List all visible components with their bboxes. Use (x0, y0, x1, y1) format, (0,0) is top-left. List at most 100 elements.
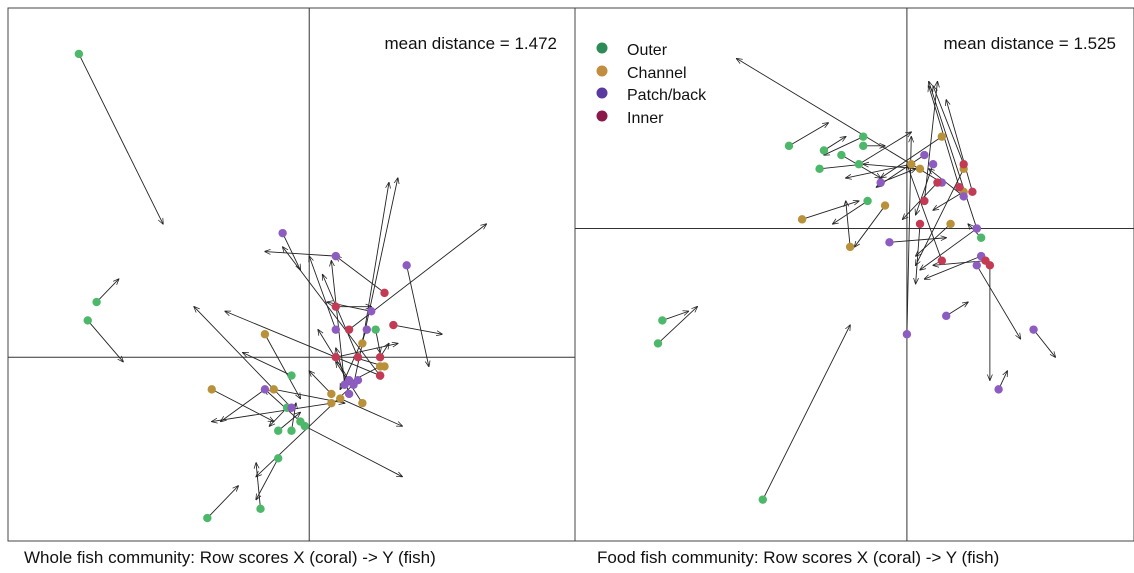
point-outer (653, 339, 663, 348)
point-channel (336, 394, 345, 403)
point-patchback (362, 325, 372, 334)
axes-lines (575, 8, 1134, 541)
point-inner (968, 187, 977, 196)
legend-swatch-patchback (596, 87, 608, 99)
point-channel (260, 330, 270, 339)
legend-label-outer: Outer (627, 42, 668, 59)
arrow-outer (256, 458, 279, 499)
point-channel (880, 201, 890, 210)
arrow-inner (916, 223, 921, 284)
point-channel (358, 339, 367, 348)
point-outer (203, 513, 212, 523)
point-outer (758, 495, 767, 504)
arrow-channel (933, 191, 964, 210)
arrow-channel (846, 163, 912, 178)
point-inner (375, 371, 385, 380)
point-outer (256, 504, 265, 514)
point-inner (353, 353, 363, 362)
legend-swatch-outer (596, 42, 608, 54)
arrow-layer (657, 59, 1056, 500)
point-inner (375, 353, 385, 362)
plot-frame (574, 7, 1134, 542)
point-patchback (920, 150, 929, 160)
arrow-patchback (976, 265, 1021, 339)
arrow-patchback (1033, 329, 1056, 358)
arrow-layer (78, 53, 487, 519)
point-outer (274, 426, 283, 435)
arrow-channel (846, 201, 851, 247)
point-channel (327, 398, 336, 408)
point-patchback (344, 389, 354, 399)
arrow-patchback (282, 232, 301, 270)
point-outer (854, 160, 864, 169)
arrow-patchback (889, 238, 946, 243)
arrow-outer (833, 200, 868, 224)
point-outer (976, 233, 986, 242)
point-patchback (885, 238, 894, 247)
point-outer (863, 196, 872, 206)
arrow-patchback (221, 389, 266, 421)
arrow-outer (657, 307, 697, 344)
point-outer (819, 146, 829, 155)
point-patchback (902, 330, 912, 339)
arrow-patchback (406, 265, 429, 366)
legend-label-inner: Inner (627, 110, 664, 127)
axes-lines (8, 8, 575, 541)
arrow-outer (662, 311, 688, 321)
point-outer (287, 371, 296, 380)
arrow-patchback (920, 228, 978, 270)
arrow-inner (393, 324, 442, 334)
point-inner (933, 178, 942, 187)
arrow-channel (264, 334, 300, 398)
arrow-channel (340, 398, 402, 427)
legend-label-patchback: Patch/back (627, 87, 707, 104)
point-outer (837, 150, 846, 160)
point-patchback (278, 228, 287, 238)
point-channel (915, 164, 925, 174)
arrow-channel (855, 205, 886, 247)
legend-item-inner: Inner (596, 110, 664, 127)
point-patchback (331, 325, 340, 334)
point-outer (300, 421, 309, 431)
point-channel (358, 398, 367, 408)
arrow-outer (823, 137, 846, 151)
point-channel (327, 389, 336, 399)
point-outer (92, 297, 101, 307)
point-inner (344, 325, 354, 334)
arrow-inner (336, 256, 385, 294)
arrow-outer (87, 320, 123, 361)
point-channel (269, 385, 278, 394)
arrow-channel (361, 183, 389, 344)
plot-frame (7, 7, 576, 542)
point-inner (331, 302, 340, 311)
arrow-outer (304, 425, 402, 477)
chart-title: Whole fish community: Row scores X (cora… (24, 548, 436, 567)
point-patchback (340, 380, 349, 389)
arrow-patchback (924, 255, 982, 279)
arrow-inner (335, 343, 398, 358)
point-outer (74, 49, 84, 59)
point-outer (274, 454, 283, 463)
point-patchback (1029, 325, 1038, 334)
point-patchback (959, 192, 968, 201)
point-patchback (928, 160, 938, 169)
arrow-channel (916, 168, 965, 265)
point-patchback (942, 311, 951, 321)
arrow-inner (323, 275, 359, 358)
arrow-channel (801, 201, 859, 220)
point-channel (907, 160, 916, 169)
point-patchback (353, 375, 363, 385)
arrow-outer (96, 279, 119, 303)
legend-swatch-inner (596, 110, 608, 122)
point-outer (371, 325, 380, 334)
arrow-outer (243, 353, 292, 376)
point-outer (83, 316, 92, 325)
arrow-inner (933, 86, 965, 165)
point-inner (937, 256, 947, 265)
point-patchback (331, 251, 340, 261)
arrow-inner (907, 164, 943, 261)
arrow-outer (277, 412, 300, 432)
arrow-patchback (331, 261, 346, 385)
arrow-channel (309, 371, 332, 395)
point-patchback (260, 385, 270, 394)
